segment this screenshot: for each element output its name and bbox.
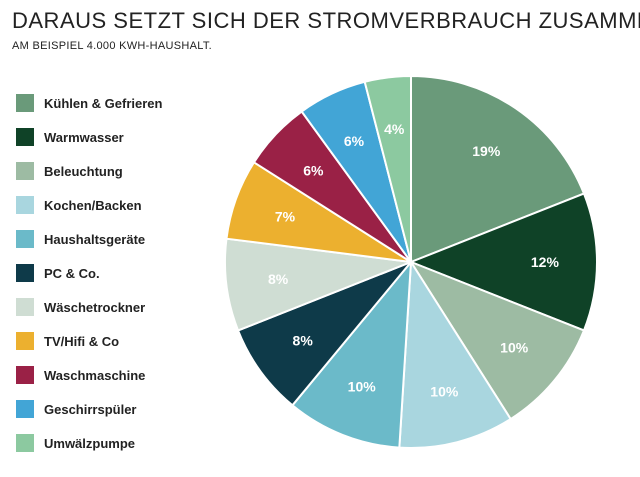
slice-label: 4%	[384, 121, 405, 137]
chart-legend: Kühlen & Gefrieren Warmwasser Beleuchtung K…	[16, 86, 216, 460]
legend-swatch	[16, 128, 34, 146]
legend-item: Umwälzpumpe	[16, 426, 216, 460]
legend-label: Kochen/Backen	[44, 197, 142, 213]
legend-item: Kühlen & Gefrieren	[16, 86, 216, 120]
legend-swatch	[16, 434, 34, 452]
legend-label: Waschmaschine	[44, 367, 146, 383]
pie-slice	[224, 237, 412, 332]
legend-item: PC & Co.	[16, 256, 216, 290]
slice-label: 7%	[275, 209, 296, 225]
legend-item: Waschmaschine	[16, 358, 216, 392]
pie-slice	[408, 259, 586, 421]
pie-slice	[398, 258, 513, 449]
legend-label: Kühlen & Gefrieren	[44, 95, 163, 111]
chart-subtitle: AM BEISPIEL 4.000 KWH-HAUSHALT.	[12, 40, 213, 52]
slice-label: 10%	[430, 384, 459, 400]
legend-item: Beleuchtung	[16, 154, 216, 188]
legend-swatch	[16, 400, 34, 418]
slice-label: 10%	[500, 339, 529, 355]
legend-label: Wäschetrockner	[44, 299, 146, 315]
pie-slice	[410, 74, 586, 264]
legend-item: Warmwasser	[16, 120, 216, 154]
legend-label: Haushaltsgeräte	[44, 231, 146, 247]
legend-swatch	[16, 230, 34, 248]
chart-title: DARAUS SETZT SICH DER STROMVERBRAUCH ZUS…	[12, 8, 640, 33]
legend-label: TV/Hifi & Co	[44, 333, 120, 349]
legend-label: Beleuchtung	[44, 163, 123, 179]
legend-swatch	[16, 264, 34, 282]
pie-slice	[363, 74, 412, 263]
legend-swatch	[16, 94, 34, 112]
slice-label: 10%	[348, 379, 377, 395]
slice-label: 19%	[472, 143, 501, 159]
legend-label: Umwälzpumpe	[44, 435, 136, 451]
slice-label: 8%	[293, 333, 314, 349]
legend-label: Warmwasser	[44, 129, 124, 145]
legend-item: Wäschetrockner	[16, 290, 216, 324]
legend-label: Geschirrspüler	[44, 401, 137, 417]
legend-item: Haushaltsgeräte	[16, 222, 216, 256]
legend-swatch	[16, 196, 34, 214]
legend-swatch	[16, 162, 34, 180]
legend-item: Geschirrspüler	[16, 392, 216, 426]
slice-label: 12%	[531, 254, 560, 270]
pie-slice	[291, 258, 413, 449]
legend-swatch	[16, 332, 34, 350]
legend-item: Kochen/Backen	[16, 188, 216, 222]
legend-label: PC & Co.	[44, 265, 100, 281]
legend-swatch	[16, 366, 34, 384]
slice-label: 6%	[303, 162, 324, 178]
pie-slice	[236, 261, 412, 407]
slice-label: 8%	[268, 271, 289, 287]
slice-label: 6%	[344, 133, 365, 149]
pie-slice	[408, 192, 598, 332]
pie-chart: 19% 12% 10% 10% 10% 8% 8% 7% 6% 6% 4%	[224, 74, 598, 449]
legend-swatch	[16, 298, 34, 316]
legend-item: TV/Hifi & Co	[16, 324, 216, 358]
